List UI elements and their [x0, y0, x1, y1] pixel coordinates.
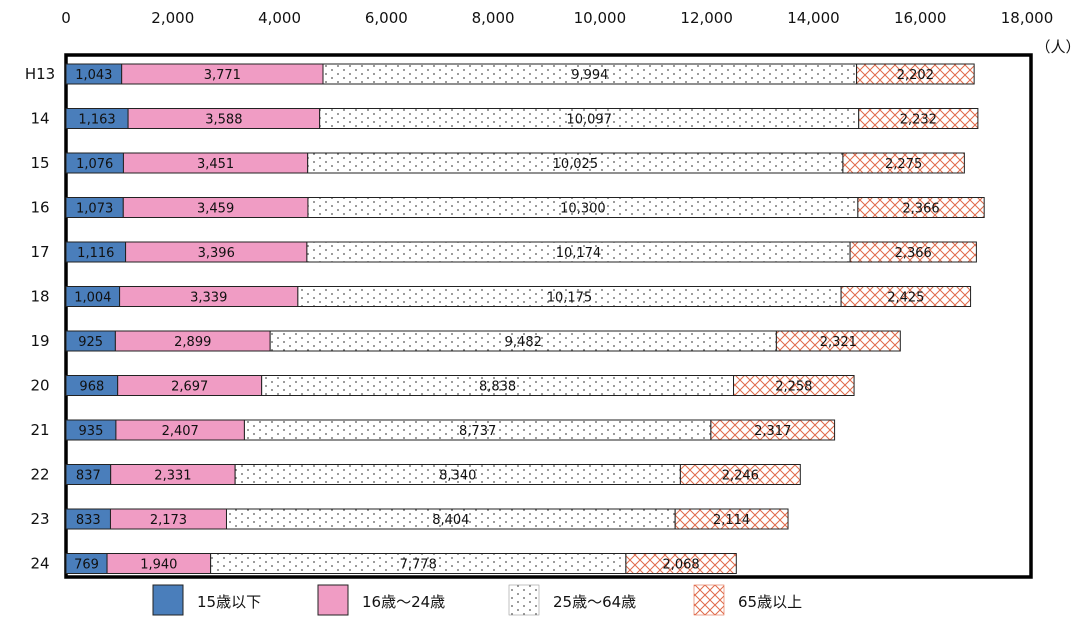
bar-segment [840, 286, 972, 307]
legend-label: 25歳～64歳 [553, 593, 636, 611]
data-label: 10,174 [556, 246, 602, 261]
data-label: 2,317 [754, 424, 791, 439]
data-label: 1,043 [75, 68, 112, 83]
data-label: 3,396 [198, 246, 235, 261]
bar-segment [849, 241, 977, 263]
data-label: 925 [78, 335, 103, 350]
x-tick-label: 12,000 [680, 9, 733, 27]
data-label: 1,073 [76, 202, 113, 217]
data-label: 2,366 [902, 202, 939, 217]
data-label: 2,366 [895, 246, 932, 261]
category-label: 15 [30, 154, 49, 172]
data-label: 935 [79, 424, 104, 439]
legend-label: 15歳以下 [197, 593, 261, 611]
category-label: H13 [25, 65, 55, 83]
data-label: 968 [79, 380, 104, 395]
x-tick-label: 18,000 [1001, 9, 1054, 27]
legend: 15歳以下 16歳～24歳 25歳～64歳 65歳以上 [152, 584, 802, 616]
data-label: 2,202 [897, 68, 934, 83]
x-tick-label: 2,000 [151, 9, 194, 27]
legend-swatch [508, 584, 540, 616]
x-axis: 0 2,000 4,000 6,000 8,000 10,000 12,000 14,000 1… [61, 9, 1053, 27]
legend-swatch [693, 584, 725, 616]
legend-swatch [317, 584, 349, 616]
data-label: 10,300 [560, 202, 606, 217]
data-label: 3,771 [204, 68, 241, 83]
x-tick-label: 10,000 [574, 9, 627, 27]
x-tick-label: 0 [61, 9, 71, 27]
data-label: 9,994 [571, 68, 608, 83]
data-label: 2,068 [662, 558, 699, 573]
category-label: 19 [30, 332, 49, 350]
bar-segment [679, 464, 801, 485]
category-label: 22 [30, 466, 49, 484]
category-label: 14 [30, 110, 49, 128]
data-label: 1,116 [77, 246, 114, 261]
data-label: 2,697 [171, 380, 208, 395]
legend-swatch [152, 584, 184, 616]
legend-label: 16歳～24歳 [362, 593, 445, 611]
bar-segment [625, 553, 737, 574]
category-label: 24 [30, 555, 49, 573]
data-label: 1,004 [74, 291, 111, 306]
data-label: 10,175 [547, 291, 593, 306]
data-label: 2,331 [154, 469, 191, 484]
plot-frame [64, 53, 1033, 579]
data-label: 8,340 [439, 469, 476, 484]
data-label: 1,163 [78, 113, 115, 128]
data-label: 833 [76, 513, 101, 528]
data-label: 9,482 [505, 335, 542, 350]
bars: 1,043 3,771 9,994 2,202 1,163 3,588 10,097 2,23… [65, 63, 985, 574]
data-label: 8,838 [479, 380, 516, 395]
bar-segment [674, 508, 789, 530]
category-label: 23 [30, 510, 49, 528]
data-label: 1,076 [76, 157, 113, 172]
data-label: 2,407 [162, 424, 199, 439]
category-labels: H13 14 15 16 17 18 19 20 21 22 23 24 [25, 65, 55, 573]
bar-segment [858, 108, 979, 129]
category-label: 18 [30, 288, 49, 306]
data-label: 2,246 [722, 469, 759, 484]
x-tick-label: 16,000 [894, 9, 947, 27]
data-label: 2,114 [713, 513, 750, 528]
x-tick-label: 6,000 [365, 9, 408, 27]
data-label: 8,737 [459, 424, 496, 439]
bar-segment [857, 197, 985, 218]
data-label: 2,425 [887, 291, 924, 306]
category-label: 20 [30, 377, 49, 395]
bar-segment [842, 152, 965, 174]
x-tick-label: 14,000 [787, 9, 840, 27]
data-label: 1,940 [140, 558, 177, 573]
data-label: 2,275 [885, 157, 922, 172]
bar-segment [733, 375, 855, 396]
x-tick-label: 8,000 [472, 9, 515, 27]
data-label: 837 [76, 469, 101, 484]
data-label: 3,451 [197, 157, 234, 172]
category-label: 16 [30, 199, 49, 217]
data-label: 7,778 [400, 558, 437, 573]
data-label: 3,459 [197, 202, 234, 217]
data-label: 2,899 [174, 335, 211, 350]
data-label: 3,339 [190, 291, 227, 306]
bar-segment [710, 419, 836, 441]
data-label: 8,404 [432, 513, 469, 528]
bar-segment [775, 330, 901, 352]
data-label: 10,097 [566, 113, 612, 128]
category-label: 21 [30, 421, 49, 439]
data-label: 3,588 [205, 113, 242, 128]
data-label: 769 [74, 558, 99, 573]
bar-segment [856, 63, 975, 85]
data-label: 10,025 [553, 157, 599, 172]
category-label: 17 [30, 243, 49, 261]
data-label: 2,321 [820, 335, 857, 350]
unit-label: （人） [1035, 38, 1080, 56]
legend-label: 65歳以上 [738, 593, 802, 611]
data-label: 2,173 [150, 513, 187, 528]
x-tick-label: 4,000 [258, 9, 301, 27]
data-label: 2,258 [775, 380, 812, 395]
data-label: 2,232 [900, 113, 937, 128]
